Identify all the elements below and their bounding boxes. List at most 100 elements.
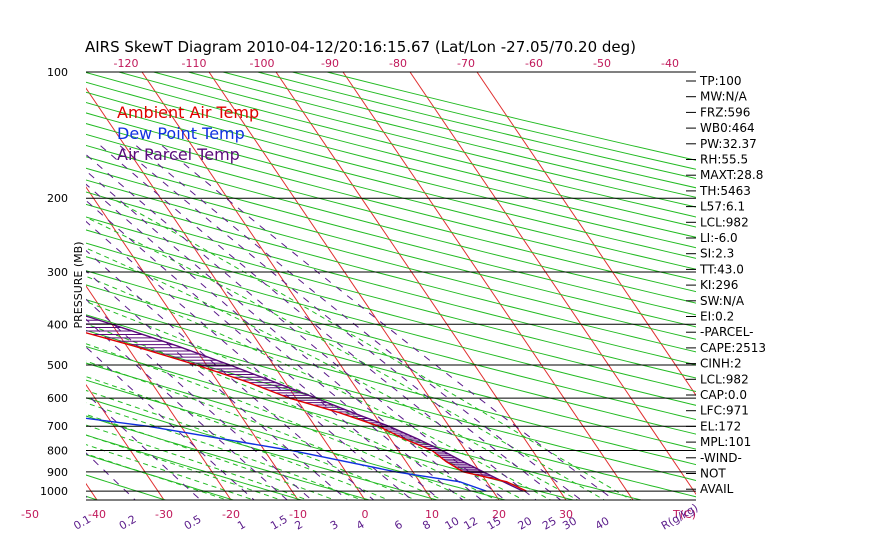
stability-index-label: CAP:0.0 [700, 388, 747, 402]
moist-adiabat-line [86, 444, 256, 500]
bottom-temp-tick-label: 20 [492, 508, 506, 521]
dry-adiabat-line [86, 242, 696, 406]
grid-lines [0, 72, 696, 502]
dry-adiabat-line [86, 191, 696, 353]
isotherm-line [275, 72, 567, 500]
dry-adiabat-line [86, 299, 696, 466]
dry-adiabat-line [86, 216, 696, 379]
stability-index-label: LCL:982 [700, 215, 749, 229]
moist-adiabat-line [86, 360, 444, 500]
top-temp-tick-label: -80 [389, 57, 407, 70]
moist-adiabat-line [86, 453, 229, 500]
parcel-temp-line [86, 315, 524, 492]
moist-adiabat-line [86, 247, 579, 500]
isotherm-line [86, 383, 165, 500]
dry-adiabat-line [86, 144, 696, 304]
plot-area [0, 72, 696, 502]
moist-adiabat-line [86, 376, 418, 500]
pressure-tick-label: 800 [47, 445, 68, 458]
top-temp-tick-label: -90 [321, 57, 339, 70]
mixing-ratio-tick-label: 20 [516, 514, 535, 532]
stability-index-label: CAPE:2513 [700, 341, 766, 355]
mixing-ratio-tick-label: 1 [235, 518, 248, 533]
mixing-ratio-line [86, 249, 375, 500]
pressure-tick-label: 1000 [40, 485, 68, 498]
stability-index-label: MAXT:28.8 [700, 168, 763, 182]
stability-index-label: PW:32.37 [700, 137, 757, 151]
mixing-ratio-tick-label: 40 [593, 514, 612, 532]
stability-index-label: L57:6.1 [700, 200, 745, 214]
pressure-tick-label: 100 [47, 66, 68, 79]
ambient-temp-line [86, 332, 527, 492]
mixing-ratio-line [86, 270, 349, 500]
dry-adiabat-line [86, 284, 696, 450]
isotherm-line [409, 72, 696, 495]
mixing-ratio-tick-label: 3 [328, 518, 341, 533]
mixing-ratio-line [86, 346, 255, 500]
stability-index-label: TP:100 [699, 74, 742, 88]
dry-adiabat-line [86, 229, 696, 393]
moist-adiabat-line [86, 434, 283, 500]
dry-adiabat-line [86, 112, 696, 270]
y-axis-label: PRESSURE (MB) [72, 242, 85, 329]
dry-adiabat-line [86, 203, 696, 366]
mixing-ratio-tick-label: 0.2 [117, 513, 139, 533]
top-temp-tick-label: -40 [661, 57, 679, 70]
x-axis-label: T(C) [672, 508, 696, 521]
mixing-ratio-tick-label: 15 [485, 514, 504, 532]
mixing-ratio-line [86, 452, 136, 500]
moist-adiabat-line [86, 323, 498, 500]
pressure-tick-label: 900 [47, 466, 68, 479]
bottom-temp-tick-label: 0 [362, 508, 369, 521]
stability-index-label: SI:2.3 [700, 247, 734, 261]
isotherm-line [208, 72, 500, 500]
stability-index-label: -WIND- [700, 451, 742, 465]
dry-adiabat-line [86, 156, 696, 316]
stability-index-label: WB0:464 [700, 121, 755, 135]
bottom-temp-tick-label: 30 [559, 508, 573, 521]
bottom-temp-tick-label: -10 [289, 508, 307, 521]
stability-index-label: FRZ:596 [700, 105, 750, 119]
dry-adiabat-line [86, 167, 696, 328]
top-temp-tick-label: -120 [114, 57, 139, 70]
stability-index-label: NOT [700, 467, 726, 481]
mixing-ratio-line [119, 145, 562, 500]
stability-index-label: LCL:982 [700, 372, 749, 386]
pressure-tick-label: 500 [47, 359, 68, 372]
top-temp-tick-label: -110 [182, 57, 207, 70]
bottom-temp-tick-label: -30 [155, 508, 173, 521]
mixing-ratio-tick-label: 6 [392, 518, 405, 533]
pressure-tick-label: 400 [47, 318, 68, 331]
dry-adiabat-line [153, 72, 696, 208]
cape-hatching [86, 315, 498, 480]
stability-index-label: TT:43.0 [699, 262, 744, 276]
isotherm-line [86, 186, 299, 500]
isotherm-line [0, 72, 31, 502]
bottom-temp-tick-label: -20 [222, 508, 240, 521]
stability-index-label: EL:172 [700, 419, 741, 433]
dewpoint-temp-line [86, 417, 487, 492]
mixing-ratio-line [161, 145, 615, 500]
top-temp-tick-label: -50 [593, 57, 611, 70]
stability-index-label: -PARCEL- [700, 325, 754, 339]
dry-adiabat-line [86, 91, 696, 249]
mixing-ratio-tick-label: 25 [540, 514, 559, 532]
pressure-tick-label: 700 [47, 420, 68, 433]
stability-index-label: MW:N/A [700, 90, 748, 104]
mixing-ratio-line [86, 153, 506, 500]
dry-adiabat-line [86, 495, 100, 500]
top-temp-tick-label: -100 [250, 57, 275, 70]
mixing-ratio-line [86, 183, 464, 500]
isobars [86, 71, 696, 501]
mixing-ratio-tick-label: 30 [560, 514, 579, 532]
stability-index-label: AVAIL [700, 482, 734, 496]
dry-adiabat-line [292, 72, 696, 170]
pressure-tick-label: 200 [47, 192, 68, 205]
stability-index-label: CINH:2 [700, 357, 742, 371]
stability-index-label: KI:296 [700, 278, 738, 292]
bottom-temp-tick-label: 10 [425, 508, 439, 521]
dry-adiabat-line [86, 179, 696, 340]
stability-index-label: LFC:971 [700, 404, 749, 418]
